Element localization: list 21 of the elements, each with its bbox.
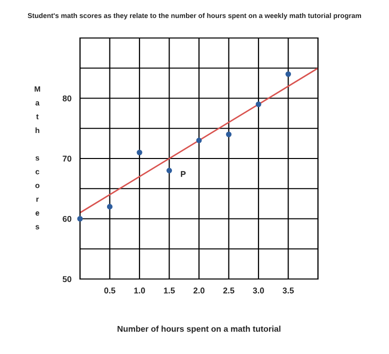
point <box>106 204 113 210</box>
x-tick-label: 2.5 <box>223 288 234 294</box>
point <box>166 168 172 174</box>
point <box>226 132 232 138</box>
x-axis-title: Number of hours spent on a math tutorial <box>118 326 280 334</box>
point <box>256 101 262 108</box>
x-tick-label: 3.5 <box>282 288 294 294</box>
x-tick-label: 2.0 <box>193 288 204 294</box>
x-tick-label: 1.5 <box>164 288 175 294</box>
y-tick-label: 60 <box>62 216 72 222</box>
y-tick-label: 70 <box>62 156 72 162</box>
point <box>196 138 202 144</box>
y-tick-label: 80 <box>62 95 72 102</box>
annotation: P <box>180 171 186 177</box>
point <box>77 216 83 222</box>
x-tick-label: 1.0 <box>134 288 145 294</box>
y-tick-label: 50 <box>62 276 72 282</box>
point <box>136 150 142 156</box>
x-tick-label: 0.5 <box>104 288 116 294</box>
x-tick-label: 3.0 <box>252 288 264 294</box>
point <box>285 71 292 77</box>
